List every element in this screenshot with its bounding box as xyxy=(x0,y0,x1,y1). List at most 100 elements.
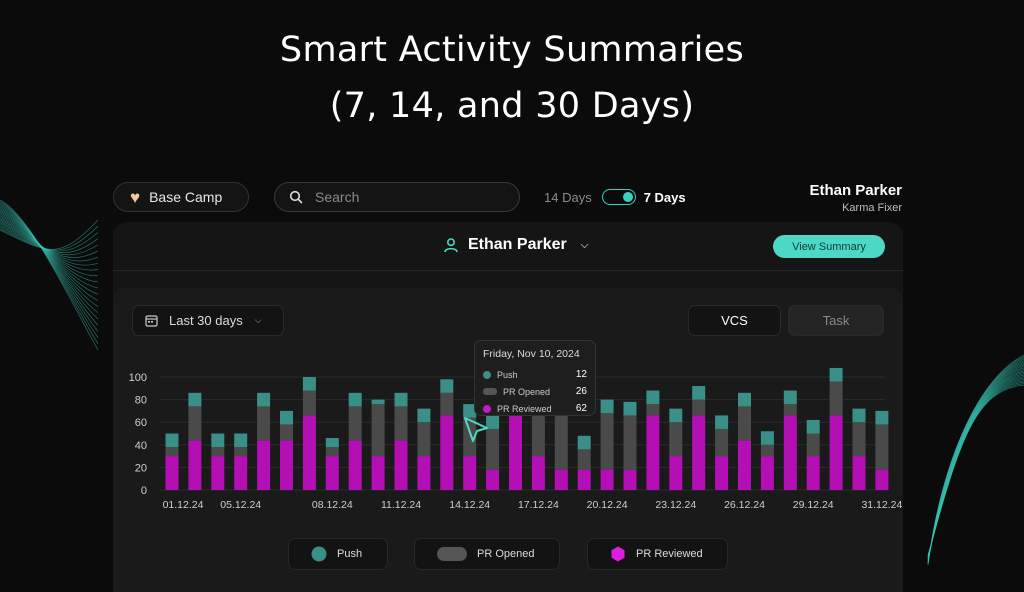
bar-pr-reviewed[interactable] xyxy=(509,415,522,490)
bar-pr-opened[interactable] xyxy=(280,424,293,441)
bar-push[interactable] xyxy=(394,392,408,407)
bar-pr-reviewed[interactable] xyxy=(783,415,797,490)
bar-pr-reviewed[interactable] xyxy=(211,456,225,490)
search-input[interactable] xyxy=(313,188,507,206)
bar-push[interactable] xyxy=(852,408,866,423)
bar-push[interactable] xyxy=(440,379,454,393)
legend-pr-reviewed[interactable]: PR Reviewed xyxy=(587,538,728,570)
bar-push[interactable] xyxy=(783,390,797,405)
bar-pr-opened[interactable] xyxy=(440,392,454,416)
bar-pr-opened[interactable] xyxy=(760,444,774,457)
bar-pr-reviewed[interactable] xyxy=(302,415,316,490)
tab-task[interactable]: Task xyxy=(788,305,884,336)
bar-pr-reviewed[interactable] xyxy=(165,456,179,490)
bar-pr-opened[interactable] xyxy=(646,404,660,416)
bar-pr-reviewed[interactable] xyxy=(463,456,477,490)
bar-pr-reviewed[interactable] xyxy=(738,440,751,490)
bar-pr-opened[interactable] xyxy=(829,381,843,416)
bar-pr-reviewed[interactable] xyxy=(531,456,545,490)
bar-pr-reviewed[interactable] xyxy=(440,415,454,490)
bar-push[interactable] xyxy=(806,419,820,434)
bar-pr-reviewed[interactable] xyxy=(829,415,843,490)
bar-pr-reviewed[interactable] xyxy=(623,469,637,490)
tab-vcs[interactable]: VCS xyxy=(688,305,781,336)
toggle-label-14-days[interactable]: 14 Days xyxy=(544,189,592,205)
bar-push[interactable] xyxy=(875,410,889,425)
bar-pr-reviewed[interactable] xyxy=(234,456,248,490)
bar-push[interactable] xyxy=(348,392,362,407)
bar-push[interactable] xyxy=(692,386,706,400)
bar-pr-opened[interactable] xyxy=(165,447,179,457)
bar-push[interactable] xyxy=(623,401,637,416)
bar-pr-opened[interactable] xyxy=(692,399,706,416)
search-box[interactable] xyxy=(274,182,520,212)
bar-pr-opened[interactable] xyxy=(188,406,202,441)
bar-pr-reviewed[interactable] xyxy=(715,456,729,490)
bar-pr-opened[interactable] xyxy=(417,422,431,457)
bar-pr-opened[interactable] xyxy=(463,417,477,457)
date-range-dropdown[interactable]: Last 30 days ⌵ xyxy=(132,305,284,336)
bar-pr-opened[interactable] xyxy=(669,422,683,457)
bar-pr-opened[interactable] xyxy=(371,404,385,457)
bar-push[interactable] xyxy=(760,431,774,445)
bar-pr-opened[interactable] xyxy=(715,428,729,457)
bar-push[interactable] xyxy=(577,435,591,450)
bar-push[interactable] xyxy=(738,392,751,407)
bar-pr-opened[interactable] xyxy=(554,413,568,470)
bar-pr-opened[interactable] xyxy=(302,390,316,416)
bar-pr-reviewed[interactable] xyxy=(600,469,614,490)
range-toggle-switch[interactable] xyxy=(601,189,636,205)
view-summary-button[interactable]: View Summary xyxy=(773,235,885,258)
bar-push[interactable] xyxy=(165,433,179,448)
bar-push[interactable] xyxy=(669,408,683,423)
bar-push[interactable] xyxy=(257,392,271,407)
workspace-button[interactable]: ♥ Base Camp xyxy=(113,182,249,212)
bar-pr-opened[interactable] xyxy=(394,406,408,441)
bar-pr-reviewed[interactable] xyxy=(852,456,866,490)
bar-pr-reviewed[interactable] xyxy=(554,469,568,490)
bar-pr-opened[interactable] xyxy=(577,449,591,470)
bar-pr-opened[interactable] xyxy=(600,413,614,470)
bar-pr-reviewed[interactable] xyxy=(188,440,202,490)
bar-pr-reviewed[interactable] xyxy=(760,456,774,490)
bar-pr-opened[interactable] xyxy=(806,433,820,457)
bar-push[interactable] xyxy=(371,399,385,405)
bar-pr-opened[interactable] xyxy=(783,404,797,416)
bar-pr-opened[interactable] xyxy=(234,447,248,457)
bar-push[interactable] xyxy=(829,367,843,382)
bar-pr-opened[interactable] xyxy=(852,422,866,457)
bar-pr-opened[interactable] xyxy=(486,428,500,470)
bar-push[interactable] xyxy=(463,404,477,418)
bar-pr-reviewed[interactable] xyxy=(348,440,362,490)
bar-pr-opened[interactable] xyxy=(348,406,362,441)
bar-pr-reviewed[interactable] xyxy=(371,456,385,490)
bar-pr-reviewed[interactable] xyxy=(692,415,706,490)
bar-pr-opened[interactable] xyxy=(325,447,339,457)
legend-pr-opened[interactable]: PR Opened xyxy=(414,538,560,570)
bar-pr-reviewed[interactable] xyxy=(486,469,500,490)
legend-push[interactable]: Push xyxy=(288,538,388,570)
bar-push[interactable] xyxy=(325,438,339,448)
bar-pr-reviewed[interactable] xyxy=(325,456,339,490)
bar-pr-reviewed[interactable] xyxy=(669,456,683,490)
bar-pr-reviewed[interactable] xyxy=(577,469,591,490)
bar-pr-opened[interactable] xyxy=(257,406,271,441)
bar-pr-reviewed[interactable] xyxy=(875,469,889,490)
bar-pr-reviewed[interactable] xyxy=(806,456,820,490)
bar-pr-reviewed[interactable] xyxy=(417,456,431,490)
bar-push[interactable] xyxy=(234,433,248,448)
bar-pr-opened[interactable] xyxy=(623,415,637,470)
bar-push[interactable] xyxy=(600,399,614,414)
toggle-label-7-days[interactable]: 7 Days xyxy=(643,189,686,205)
bar-push[interactable] xyxy=(302,377,316,391)
bar-push[interactable] xyxy=(280,410,293,425)
bar-pr-reviewed[interactable] xyxy=(646,415,660,490)
bar-pr-reviewed[interactable] xyxy=(257,440,271,490)
bar-push[interactable] xyxy=(417,408,431,423)
bar-pr-opened[interactable] xyxy=(738,406,751,441)
bar-push[interactable] xyxy=(715,415,729,429)
bar-push[interactable] xyxy=(188,392,202,407)
bar-pr-opened[interactable] xyxy=(875,424,889,470)
bar-pr-opened[interactable] xyxy=(211,447,225,457)
bar-push[interactable] xyxy=(646,390,660,405)
